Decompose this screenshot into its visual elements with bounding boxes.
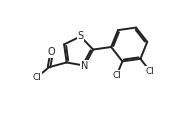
Text: Cl: Cl <box>112 71 121 80</box>
Text: N: N <box>81 61 88 71</box>
Text: Cl: Cl <box>146 67 154 75</box>
Text: S: S <box>77 31 84 41</box>
Text: Cl: Cl <box>32 73 41 82</box>
Text: O: O <box>48 47 55 57</box>
